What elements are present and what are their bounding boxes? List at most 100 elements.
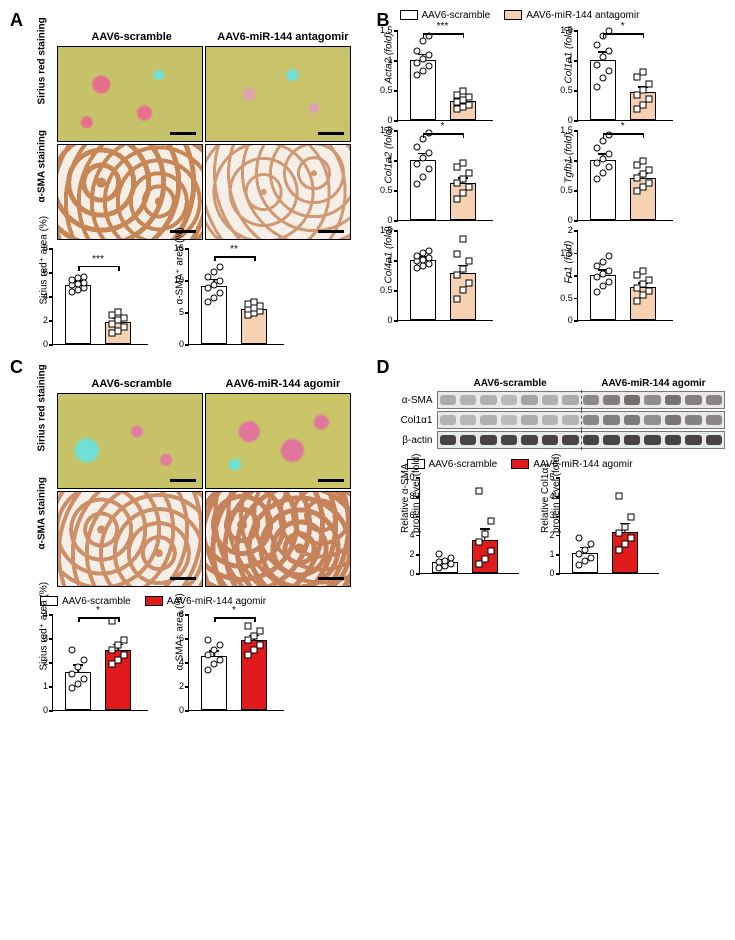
wb-band	[603, 415, 619, 425]
panel-a-row0: Sirius red staining	[37, 84, 48, 104]
data-point	[419, 173, 426, 180]
y-tick-label: 0	[179, 705, 184, 715]
scalebar-icon	[170, 479, 196, 482]
panel-c-legend: AAV6-scramble AAV6-miR-144 agomir	[40, 596, 359, 607]
panel-a-charts: Sirius red⁺ area (%)02468***α-SMA⁺ area …	[36, 249, 359, 345]
data-point	[459, 176, 466, 183]
legend-label-scramble: AAV6-scramble	[429, 459, 498, 470]
data-point	[605, 278, 612, 285]
data-point	[593, 176, 600, 183]
panel-a-row1: α-SMA staining	[37, 182, 48, 202]
panel-b: B AAV6-scramble AAV6-miR-144 antagomir A…	[377, 10, 726, 345]
data-point	[605, 267, 612, 274]
data-point	[425, 149, 432, 156]
panel-c-col1: AAV6-miR-144 agomir	[207, 378, 358, 392]
significance-marker: **	[230, 244, 238, 255]
wb-band	[685, 415, 701, 425]
plot-area: 012345	[559, 478, 659, 574]
wb-band	[542, 395, 558, 405]
plot-area: 00.511.5	[397, 231, 493, 321]
data-point	[205, 667, 212, 674]
y-tick-label: 1	[549, 549, 554, 559]
wb-lane-strip	[437, 431, 726, 449]
panel-a-col1: AAV6-miR-144 antagomir	[207, 31, 358, 45]
data-point	[465, 279, 472, 286]
scalebar-icon	[318, 479, 344, 482]
wb-band	[685, 435, 701, 445]
wb-band	[440, 435, 456, 445]
data-point	[593, 84, 600, 91]
plot-area: 00.511.5*	[577, 31, 673, 121]
y-tick-label: 0.5	[380, 85, 393, 95]
data-point	[453, 272, 460, 279]
panel-d: D AAV6-scramble AAV6-miR-144 agomir α-SM…	[377, 357, 726, 711]
panel-c-col0: AAV6-scramble	[56, 378, 207, 392]
plot-area: 00.511.5*	[397, 131, 493, 221]
wb-band	[665, 435, 681, 445]
panel-a-images: AAV6-scramble AAV6-miR-144 antagomir Sir…	[28, 31, 359, 241]
wb-band	[665, 395, 681, 405]
data-point	[447, 561, 454, 568]
wb-band	[644, 395, 660, 405]
data-point	[257, 302, 264, 309]
figure-root: A AAV6-scramble AAV6-miR-144 antagomir S…	[10, 10, 725, 711]
panel-a-img-01	[205, 46, 351, 142]
y-tick-label: 1.5	[380, 25, 393, 35]
significance-marker: ***	[437, 21, 449, 32]
y-tick-label: 4	[43, 609, 48, 619]
y-tick-label: 0.5	[380, 285, 393, 295]
scalebar-icon	[318, 577, 344, 580]
y-tick-label: 0	[409, 568, 414, 578]
panel-c-img-10	[57, 491, 203, 587]
wb-band	[480, 415, 496, 425]
data-point	[481, 555, 488, 562]
data-point	[593, 61, 600, 68]
data-point	[575, 535, 582, 542]
data-point	[459, 236, 466, 243]
y-tick-label: 0	[549, 568, 554, 578]
panel-c-images: AAV6-scramble AAV6-miR-144 agomir Sirius…	[28, 378, 359, 588]
y-tick-label: 2	[409, 549, 414, 559]
scalebar-icon	[318, 230, 344, 233]
y-axis-label: Col1a1 (fold)	[563, 69, 574, 83]
panel-b-charts: Acta2 (fold)00.511.5***Col1a1 (fold)00.5…	[381, 31, 726, 321]
y-tick-label: 1.5	[380, 225, 393, 235]
data-point	[459, 190, 466, 197]
y-tick-label: 2	[549, 530, 554, 540]
plot-area: 051015**	[188, 249, 284, 345]
wb-band	[542, 415, 558, 425]
panel-a-label: A	[10, 10, 23, 30]
data-point	[217, 278, 224, 285]
data-point	[605, 164, 612, 171]
data-point	[639, 69, 646, 76]
wb-band	[542, 435, 558, 445]
y-tick-label: 4	[43, 291, 48, 301]
bar-chart: Col1a2 (fold)00.511.5*	[381, 131, 545, 221]
bar-chart: Tgfb1 (fold)00.511.5*	[561, 131, 725, 221]
bar-chart: Relative α-SMAprotein level (fold)024681…	[403, 478, 519, 574]
data-point	[465, 170, 472, 177]
data-point	[605, 48, 612, 55]
legend-swatch-agomir	[511, 459, 529, 469]
y-tick-label: 1	[43, 681, 48, 691]
significance-marker: *	[441, 121, 445, 132]
data-point	[245, 623, 252, 630]
y-tick-label: 0	[387, 315, 392, 325]
data-point	[81, 656, 88, 663]
data-point	[487, 547, 494, 554]
y-axis-label: Col1a2 (fold)	[383, 169, 394, 183]
panel-a-img-10	[57, 144, 203, 240]
data-point	[425, 63, 432, 70]
data-point	[475, 488, 482, 495]
significance-marker: *	[96, 605, 100, 616]
y-tick-label: 15	[174, 243, 184, 253]
data-point	[115, 308, 122, 315]
wb-band	[480, 395, 496, 405]
y-tick-label: 0.5	[560, 293, 573, 303]
data-point	[425, 52, 432, 59]
wb-band	[624, 415, 640, 425]
y-tick-label: 8	[179, 609, 184, 619]
data-point	[481, 530, 488, 537]
plot-area: 02468***	[52, 249, 148, 345]
y-tick-label: 3	[43, 633, 48, 643]
